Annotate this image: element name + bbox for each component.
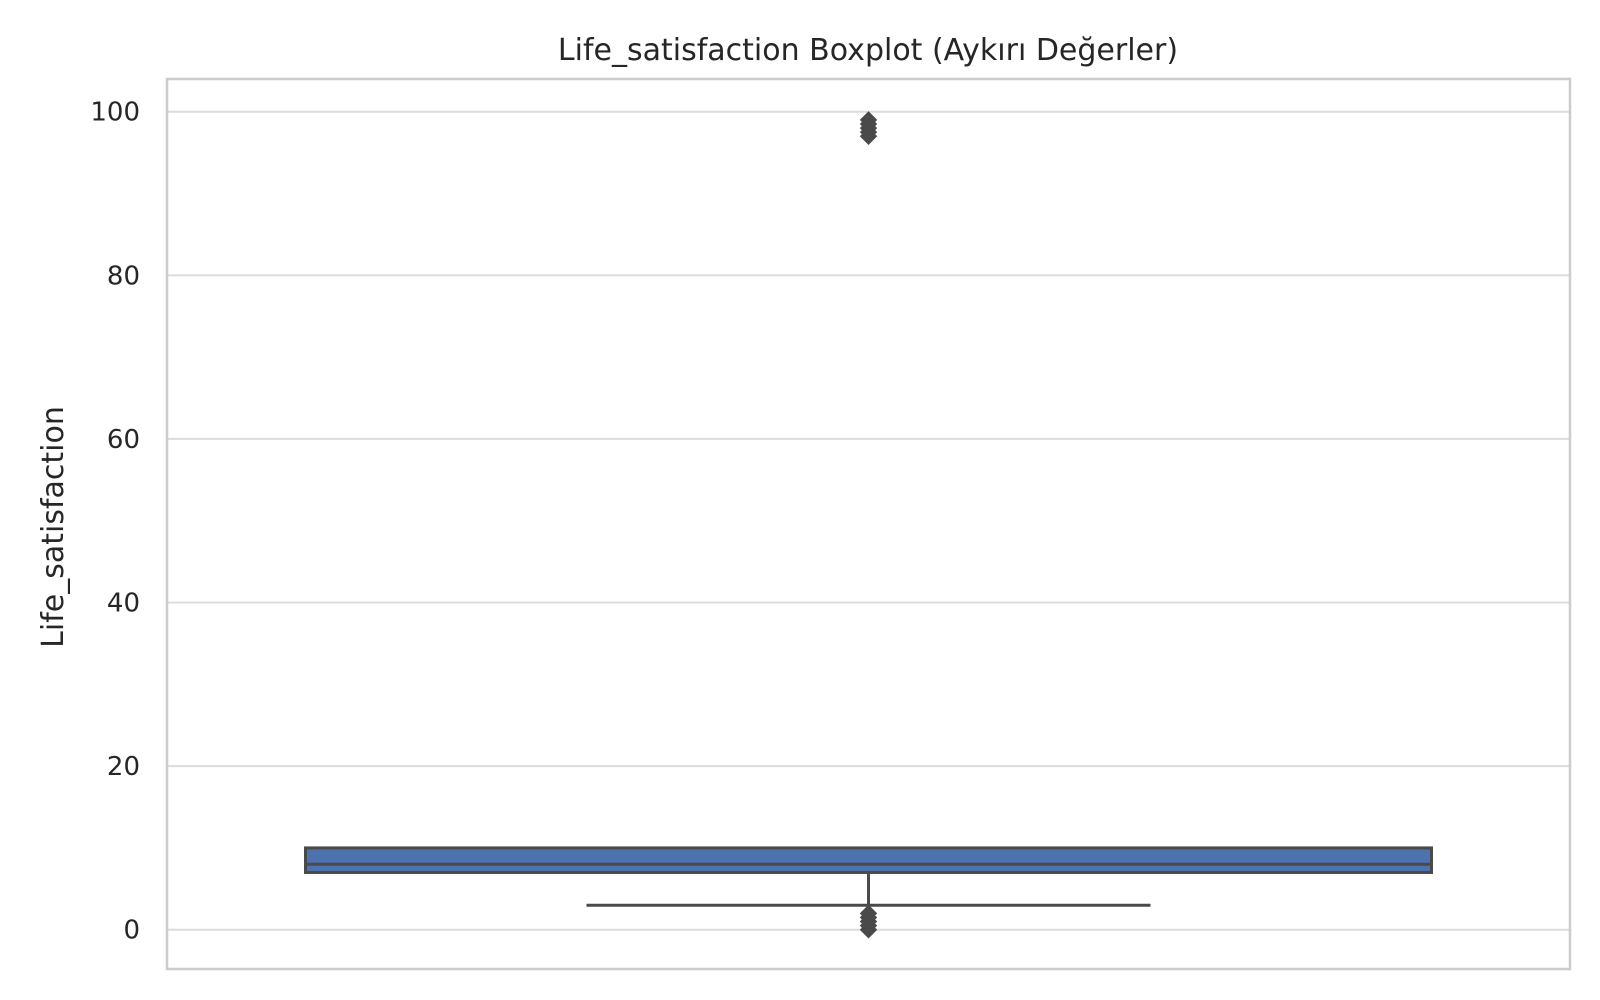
- y-tick-label-0: 0: [123, 916, 140, 946]
- y-tick-label-40: 40: [107, 589, 140, 619]
- outlier-point-4: [859, 904, 878, 923]
- y-tick-labels: 0 20 40 60 80 100: [90, 98, 140, 946]
- plot-frame: [165, 77, 1572, 971]
- iqr-box: [304, 846, 1433, 874]
- grid-lines: [167, 110, 1570, 931]
- y-tick-label-100: 100: [90, 98, 140, 128]
- y-tick-label-20: 20: [107, 752, 140, 782]
- box-layer: [304, 111, 1433, 939]
- chart-title: Life_satisfaction Boxplot (Aykırı Değerl…: [558, 33, 1178, 68]
- y-tick-label-80: 80: [107, 261, 140, 291]
- outlier-point-9: [859, 111, 878, 129]
- y-axis-label: Life_satisfaction: [36, 406, 71, 648]
- y-tick-label-60: 60: [107, 425, 140, 455]
